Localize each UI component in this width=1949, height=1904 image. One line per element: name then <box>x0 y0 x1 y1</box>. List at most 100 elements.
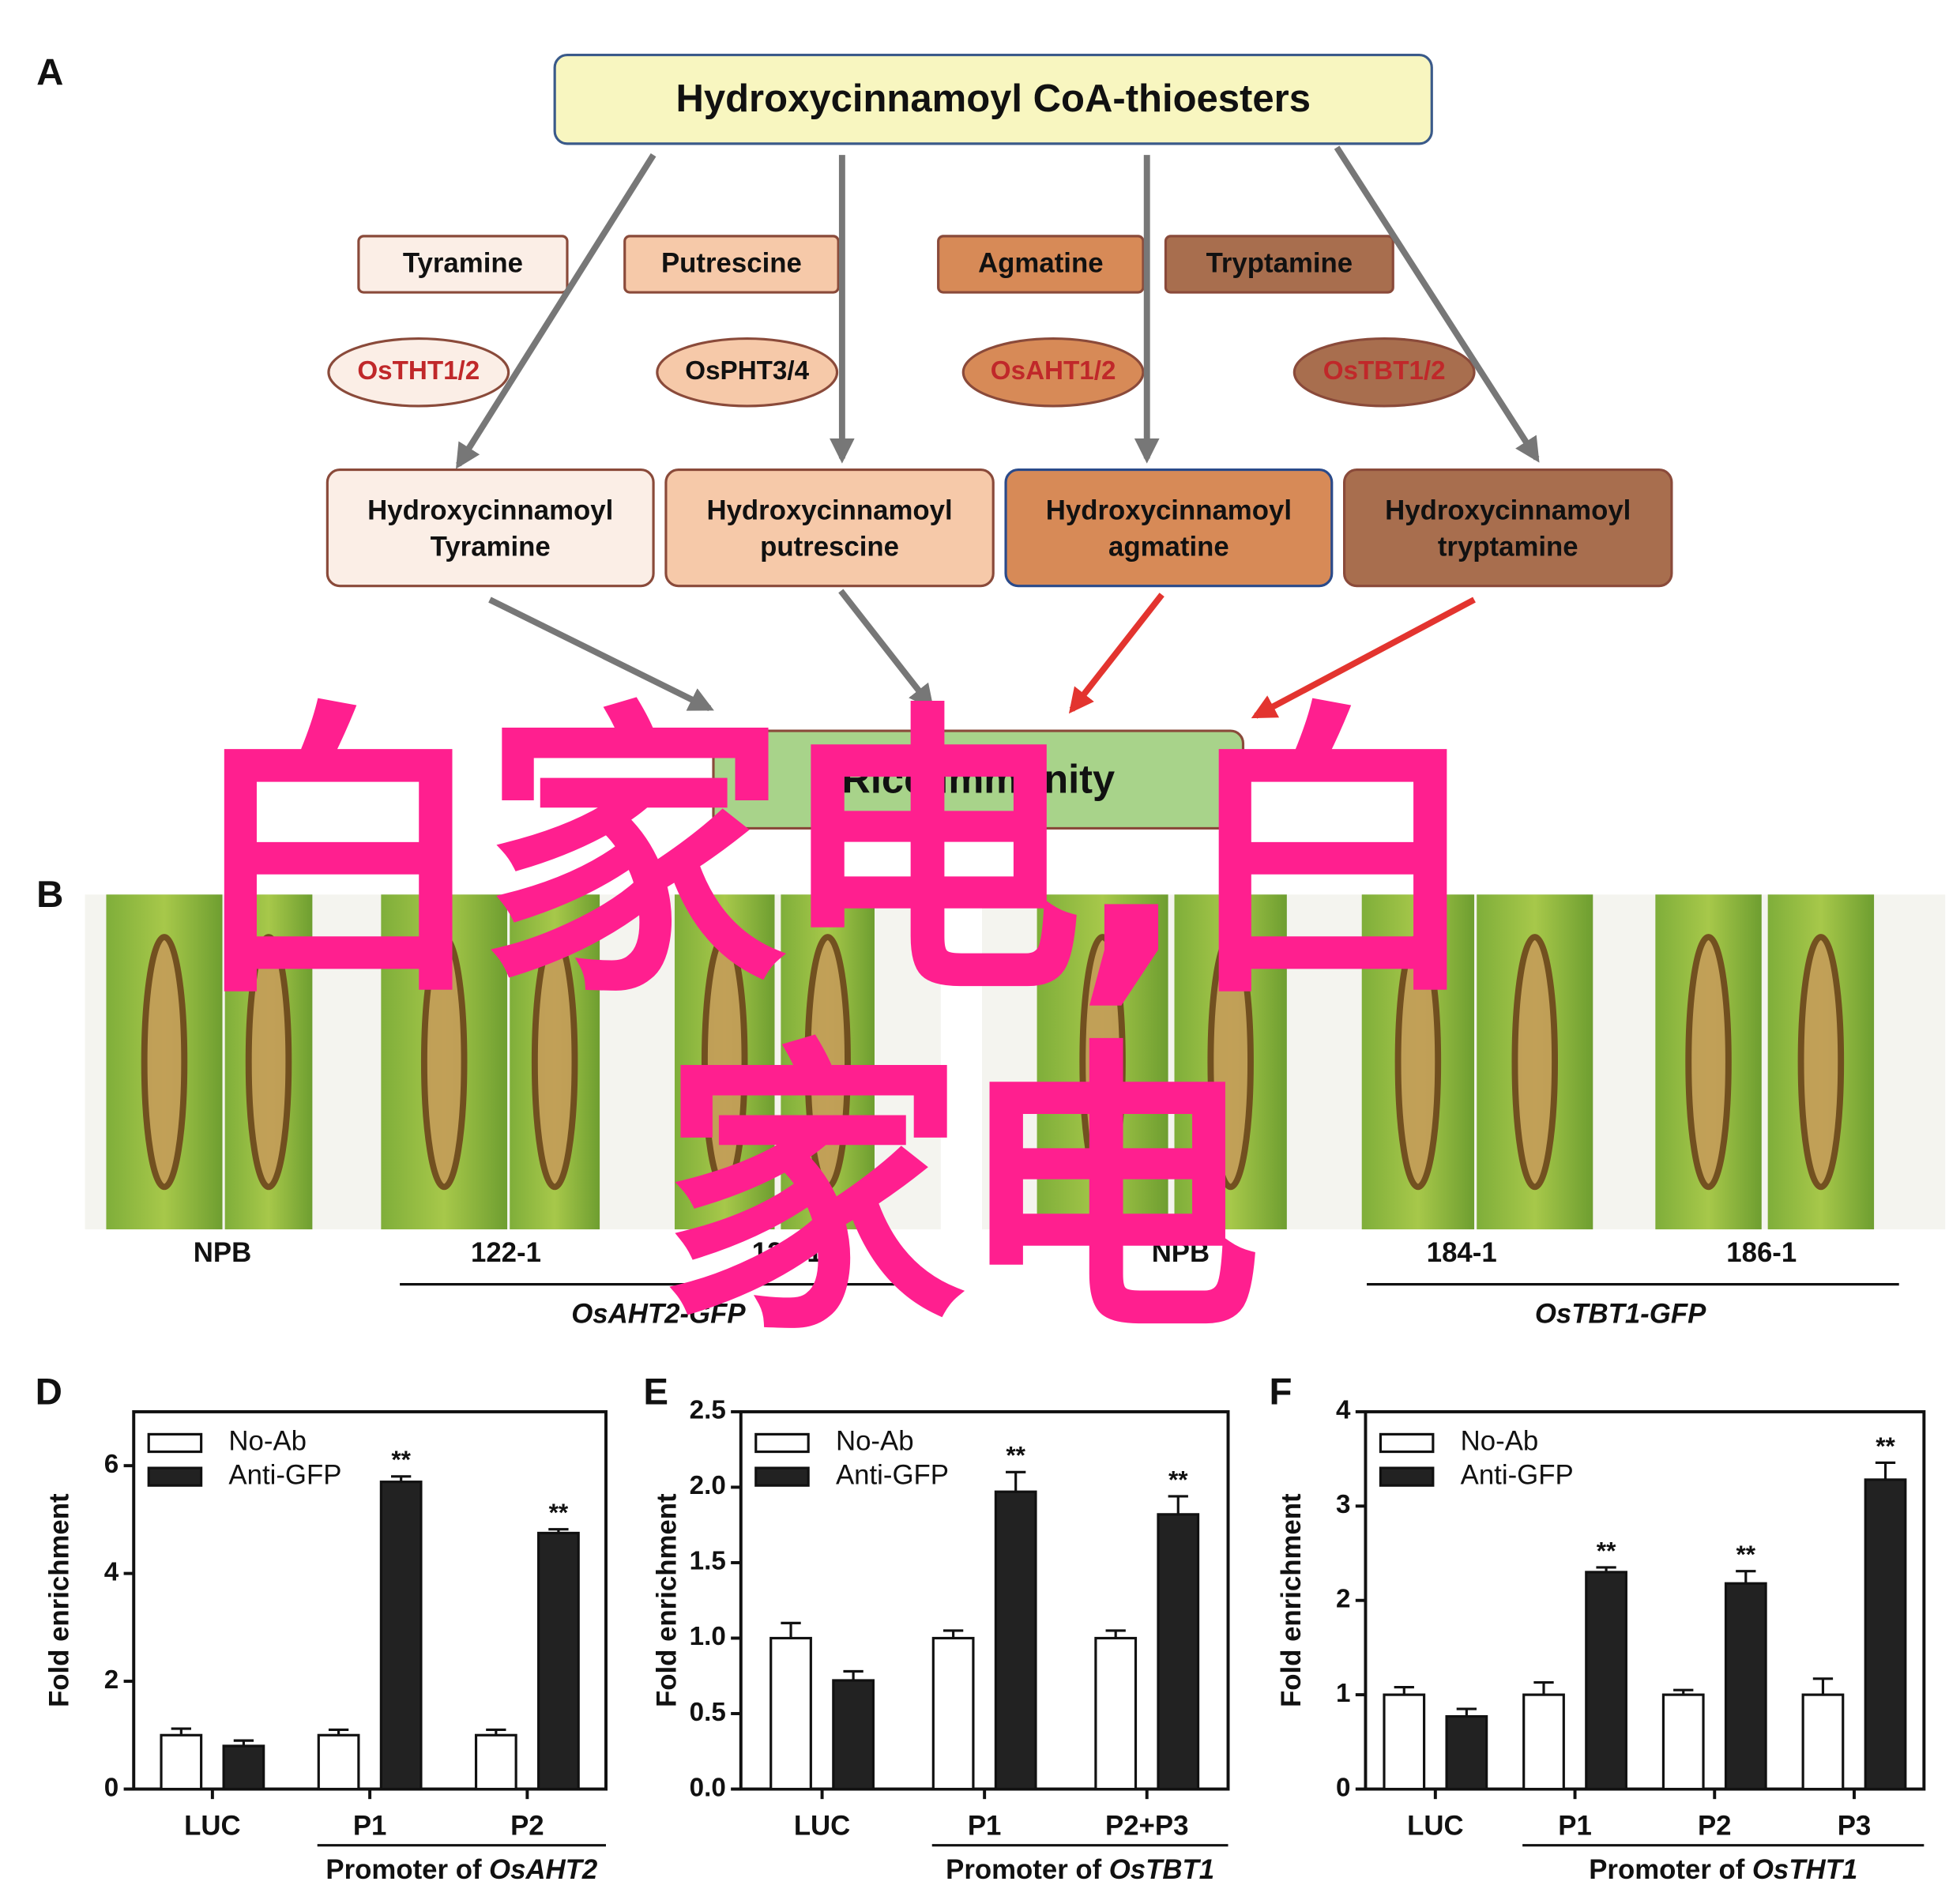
substrate-label: Putrescine <box>661 248 802 278</box>
x-tick-label: P2 <box>1698 1812 1732 1842</box>
bar <box>474 1733 517 1791</box>
bar <box>379 1481 423 1791</box>
group-label: Promoter of OsTHT1 <box>1589 1855 1857 1885</box>
substrate-box <box>937 235 1145 294</box>
legend-label: Anti-GFP <box>228 1460 341 1490</box>
bar <box>1801 1693 1845 1791</box>
y-tick-label: 1 <box>1336 1679 1350 1708</box>
arrow-red <box>1251 596 1476 719</box>
lesion <box>1797 934 1845 1191</box>
group-label: Promoter of OsTBT1 <box>946 1855 1214 1885</box>
significance-label: ** <box>549 1498 569 1526</box>
legend-label: No-Ab <box>1461 1427 1539 1457</box>
sample-label: NPB <box>1152 1238 1210 1268</box>
y-tick-label: 2.0 <box>690 1471 726 1500</box>
legend-label: Anti-GFP <box>836 1460 949 1490</box>
y-tick-label: 2.5 <box>690 1396 726 1425</box>
y-tick-label: 2 <box>1336 1584 1350 1613</box>
y-tick-label: 1.5 <box>690 1547 726 1576</box>
arrow-red <box>1068 593 1165 714</box>
x-tick-label: P2+P3 <box>1105 1812 1188 1842</box>
bar <box>1445 1715 1488 1791</box>
substrate-label: Tyramine <box>403 248 523 278</box>
substrate-label: Tryptamine <box>1206 248 1353 278</box>
product-label: Hydroxycinnamoyl <box>1046 496 1292 526</box>
source-label: Hydroxycinnamoyl CoA-thioesters <box>675 77 1310 120</box>
substrate-box <box>357 235 569 294</box>
plot-frame <box>132 1409 608 1791</box>
x-tick-label: P1 <box>968 1812 1002 1842</box>
substrate-label: Agmatine <box>978 248 1103 278</box>
panel-letter: B <box>36 874 63 916</box>
bar <box>1864 1478 1907 1791</box>
x-tick-label: LUC <box>794 1812 850 1842</box>
construct-label: OsTBT1-GFP <box>1535 1299 1706 1329</box>
y-tick-label: 0 <box>1336 1773 1350 1802</box>
plot-frame <box>739 1409 1230 1791</box>
legend-swatch <box>147 1466 203 1487</box>
panel-letter: F <box>1269 1371 1292 1413</box>
group-label-gene: OsTBT1 <box>1109 1855 1214 1885</box>
lesion <box>1079 934 1126 1191</box>
product-label: Tyramine <box>431 532 551 562</box>
legend-swatch <box>1379 1466 1435 1487</box>
enzyme-ellipse <box>961 337 1145 408</box>
product-box <box>1343 468 1673 588</box>
bar <box>1383 1693 1426 1791</box>
enzyme-label: OsTBT1/2 <box>1323 356 1446 386</box>
legend-label: No-Ab <box>836 1427 914 1457</box>
significance-label: ** <box>1168 1465 1188 1493</box>
lesion <box>141 934 188 1191</box>
y-tick-label: 4 <box>104 1557 119 1586</box>
panel-letter: A <box>36 51 63 93</box>
y-axis-label: Fold enrichment <box>652 1493 682 1707</box>
legend-label: No-Ab <box>228 1427 307 1457</box>
bar <box>1157 1513 1200 1791</box>
y-axis-label: Fold enrichment <box>45 1493 75 1707</box>
product-label: putrescine <box>760 532 899 562</box>
x-tick-label: LUC <box>184 1812 240 1842</box>
bar <box>994 1490 1037 1791</box>
watermark: 白家电,白 <box>185 679 1476 1035</box>
product-label: Hydroxycinnamoyl <box>367 496 613 526</box>
bar <box>160 1733 203 1791</box>
sample-label: 184-1 <box>1427 1238 1497 1268</box>
x-tick-label: P1 <box>1558 1812 1592 1842</box>
substrate-box <box>623 235 840 294</box>
group-label-gene: OsAHT2 <box>489 1855 597 1885</box>
panel-letter: E <box>643 1371 668 1413</box>
arrow <box>1334 145 1540 463</box>
significance-label: ** <box>1736 1540 1755 1568</box>
group-label-text: Promoter of <box>1589 1855 1745 1885</box>
x-tick-label: P3 <box>1838 1812 1872 1842</box>
enzyme-label: OsAHT1/2 <box>991 356 1116 386</box>
bar <box>1522 1693 1565 1791</box>
arrow <box>456 152 657 469</box>
y-tick-label: 0.5 <box>690 1698 726 1727</box>
bar <box>222 1744 265 1791</box>
lesion <box>1394 934 1442 1191</box>
bar <box>1094 1636 1138 1791</box>
significance-label: ** <box>1006 1441 1025 1469</box>
bar <box>1661 1693 1705 1791</box>
lesion <box>701 934 748 1191</box>
panel-letter: D <box>36 1371 62 1413</box>
significance-label: ** <box>1876 1432 1895 1460</box>
legend-swatch <box>754 1432 810 1454</box>
product-label: Hydroxycinnamoyl <box>706 496 952 526</box>
significance-label: ** <box>1597 1536 1616 1564</box>
arrow <box>488 596 714 712</box>
source-box <box>553 53 1433 145</box>
y-tick-label: 0 <box>104 1773 119 1802</box>
legend-label: Anti-GFP <box>1461 1460 1574 1490</box>
construct-label: OsAHT2-GFP <box>571 1299 746 1329</box>
enzyme-label: OsPHT3/4 <box>685 356 809 386</box>
y-tick-label: 4 <box>1336 1396 1351 1425</box>
lesion <box>245 934 292 1191</box>
lesion <box>420 934 468 1191</box>
x-tick-label: P1 <box>353 1812 387 1842</box>
group-label: Promoter of OsAHT2 <box>325 1855 597 1885</box>
